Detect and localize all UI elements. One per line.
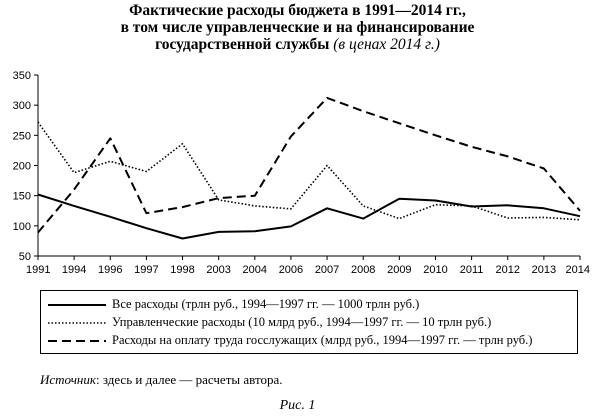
y-tick-label-150: 150: [13, 191, 31, 203]
y-tick-label-50: 50: [19, 251, 31, 263]
x-tick-label-1998: 1998: [170, 264, 194, 276]
x-tick-label-1991: 1991: [26, 264, 50, 276]
legend-swatch-solid: [48, 304, 106, 306]
legend-swatch-dashed: [48, 340, 106, 342]
title-line-3: государственной службы (в ценах 2014 г.): [0, 36, 595, 53]
series-line-salaries: [37, 96, 581, 234]
x-tick-label-2006: 2006: [279, 264, 303, 276]
series-line-total: [37, 193, 581, 240]
legend-label-total: Все расходы (трлн руб., 1994—1997 гг. — …: [112, 297, 420, 311]
source-note: Источник: здесь и далее — расчеты автора…: [40, 372, 282, 388]
y-tick-label-300: 300: [13, 100, 31, 112]
title-line-2: в том числе управленческие и на финансир…: [120, 19, 475, 36]
x-tick-label-2010: 2010: [423, 264, 447, 276]
chart-title: Фактические расходы бюджета в 1991—2014 …: [0, 2, 595, 53]
x-tick-label-2011: 2011: [460, 264, 484, 276]
title-line-1: Фактические расходы бюджета в 1991—2014 …: [129, 2, 466, 19]
x-tick-label-1994: 1994: [62, 264, 86, 276]
x-tick-label-2009: 2009: [387, 264, 411, 276]
x-tick-label-2008: 2008: [351, 264, 375, 276]
legend-item-total: Все расходы (трлн руб., 1994—1997 гг. — …: [41, 297, 577, 314]
legend-label-salaries: Расходы на оплату труда госслужащих (млр…: [112, 333, 533, 347]
y-tick-label-200: 200: [13, 161, 31, 173]
x-tick-label-2014: 2014: [566, 264, 590, 276]
x-tick-label-1996: 1996: [98, 264, 122, 276]
series-lines: [37, 96, 581, 240]
y-tick-label-350: 350: [13, 70, 31, 82]
legend-item-salaries: Расходы на оплату труда госслужащих (млр…: [41, 333, 577, 350]
title-suffix: (в ценах 2014 г.): [333, 36, 440, 53]
axes: [37, 75, 580, 257]
series-line-management: [37, 121, 581, 221]
source-label: Источник: [40, 372, 96, 387]
figure-caption: Рис. 1: [279, 398, 316, 413]
x-tick-label-1997: 1997: [134, 264, 158, 276]
x-tick-label-2003: 2003: [206, 264, 230, 276]
y-tick-label-100: 100: [13, 221, 31, 233]
x-tick-label-2004: 2004: [243, 264, 267, 276]
x-tick-label-2012: 2012: [495, 264, 519, 276]
x-tick-label-2013: 2013: [532, 264, 556, 276]
y-axis-ticks: 50 100 150 200 250 300 350: [13, 70, 38, 263]
x-axis-ticks: 1991 1994 1996 1997 1998 2003 2004 2006 2007 2008…: [26, 256, 590, 276]
legend-label-management: Управленческие расходы (10 млрд руб., 19…: [112, 315, 492, 329]
x-tick-label-2007: 2007: [315, 264, 339, 276]
legend-swatch-dotted: [48, 322, 106, 324]
title-line-3-main: государственной службы: [155, 36, 330, 53]
legend: Все расходы (трлн руб., 1994—1997 гг. — …: [40, 290, 578, 354]
y-tick-label-250: 250: [13, 130, 31, 142]
source-text: : здесь и далее — расчеты автора.: [95, 372, 283, 387]
legend-item-management: Управленческие расходы (10 млрд руб., 19…: [41, 315, 577, 332]
